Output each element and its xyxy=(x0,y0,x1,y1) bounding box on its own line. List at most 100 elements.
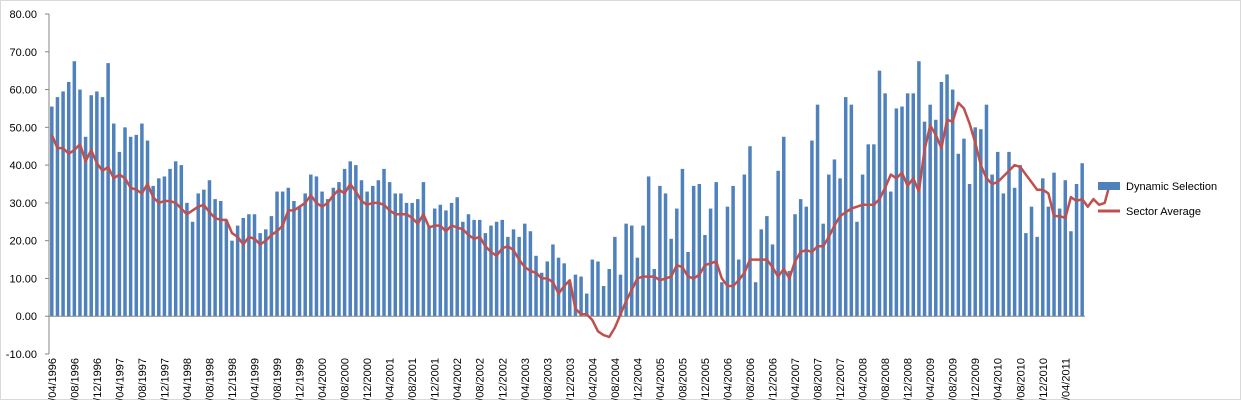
bar xyxy=(776,170,780,317)
x-tick-label: 01/04/2011 xyxy=(1060,358,1072,400)
bar xyxy=(421,182,426,317)
bar xyxy=(872,144,876,317)
x-tick-label: 01/12/1999 xyxy=(295,358,307,400)
y-tick-label: 40.00 xyxy=(9,160,37,172)
bar xyxy=(838,178,842,317)
x-tick-label: 01/08/1996 xyxy=(69,358,81,400)
y-tick-label: 60.00 xyxy=(9,85,37,97)
bar xyxy=(539,272,544,317)
bar xyxy=(269,216,274,317)
x-tick-label: 01/08/2003 xyxy=(542,358,554,400)
x-tick-label: 01/12/2005 xyxy=(700,358,712,400)
x-tick-label: 01/04/1998 xyxy=(182,358,194,400)
x-tick-label: 01/08/2002 xyxy=(475,358,487,400)
bar xyxy=(782,136,786,317)
bar xyxy=(624,223,628,317)
legend-swatch-dynamic-selection xyxy=(1098,182,1120,190)
y-tick-label: 20.00 xyxy=(9,236,37,248)
bar xyxy=(1080,163,1084,317)
bar xyxy=(128,136,133,317)
bar xyxy=(235,225,240,317)
bar xyxy=(646,176,651,317)
x-tick-label: 01/12/2004 xyxy=(632,358,644,400)
bar xyxy=(1018,165,1022,317)
bar xyxy=(342,168,347,317)
bar xyxy=(455,197,459,317)
bar xyxy=(697,184,702,317)
y-tick-label: 70.00 xyxy=(9,47,37,59)
bar xyxy=(1029,206,1034,317)
y-tick-label: 30.00 xyxy=(9,198,37,210)
bar xyxy=(804,206,809,317)
bar xyxy=(83,136,88,317)
bar xyxy=(331,187,336,317)
bar xyxy=(354,165,358,317)
bar xyxy=(280,191,285,317)
bar xyxy=(325,199,330,317)
bar xyxy=(827,174,831,317)
bar xyxy=(100,97,105,317)
bar xyxy=(573,274,578,317)
x-tick-label: 01/04/2007 xyxy=(790,358,802,400)
bar xyxy=(765,216,769,317)
x-tick-label: 01/08/2005 xyxy=(677,358,689,400)
bar xyxy=(483,233,488,317)
bar xyxy=(883,93,887,317)
bar xyxy=(444,210,448,317)
legend: Dynamic Selection Sector Average xyxy=(1098,181,1217,218)
bar xyxy=(1041,178,1045,317)
bar xyxy=(185,202,189,317)
x-tick-label: 01/08/1997 xyxy=(137,358,149,400)
bar xyxy=(1069,231,1073,317)
x-tick-label: 01/08/2010 xyxy=(1015,358,1027,400)
bar xyxy=(61,91,65,317)
x-tick-label: 01/04/2005 xyxy=(655,358,667,400)
bar xyxy=(680,168,685,317)
bar xyxy=(843,97,848,317)
bar xyxy=(956,153,961,317)
bar xyxy=(506,236,510,317)
bar xyxy=(348,161,352,317)
bar xyxy=(1057,208,1062,317)
bar xyxy=(939,82,944,317)
x-tick-label: 01/04/2000 xyxy=(317,358,329,400)
bar xyxy=(432,208,437,317)
bar xyxy=(190,221,195,317)
bar xyxy=(601,286,606,317)
bar xyxy=(1052,172,1056,317)
bar xyxy=(438,204,443,317)
y-tick-label: 0.00 xyxy=(16,311,37,323)
bar xyxy=(477,219,482,317)
bar xyxy=(213,199,217,317)
bar xyxy=(371,185,375,317)
x-tick-label: 01/04/2004 xyxy=(587,358,599,400)
bar xyxy=(134,134,139,317)
bar xyxy=(241,218,245,317)
bar xyxy=(900,106,904,317)
x-tick-label: 01/12/2010 xyxy=(1038,358,1050,400)
bar xyxy=(472,219,476,317)
bar xyxy=(691,185,696,317)
bar xyxy=(528,231,533,317)
bar xyxy=(703,235,707,317)
bar xyxy=(78,89,82,317)
bar xyxy=(770,244,775,317)
x-tick-label: 01/12/2006 xyxy=(768,358,780,400)
bar xyxy=(72,61,77,317)
bar xyxy=(258,233,262,317)
bar xyxy=(534,255,538,317)
bar xyxy=(252,214,257,317)
bar xyxy=(748,146,752,317)
bar xyxy=(736,259,741,317)
x-tick-label: 01/08/2001 xyxy=(407,358,419,400)
x-tick-label: 01/04/1996 xyxy=(47,358,59,400)
bar xyxy=(173,161,178,317)
bar xyxy=(663,193,668,317)
bar xyxy=(145,140,150,317)
bar xyxy=(55,97,60,317)
sector-average-polyline xyxy=(50,101,1112,339)
bar xyxy=(1035,236,1039,317)
bar xyxy=(511,229,516,317)
x-tick-label: 01/08/2000 xyxy=(340,358,352,400)
